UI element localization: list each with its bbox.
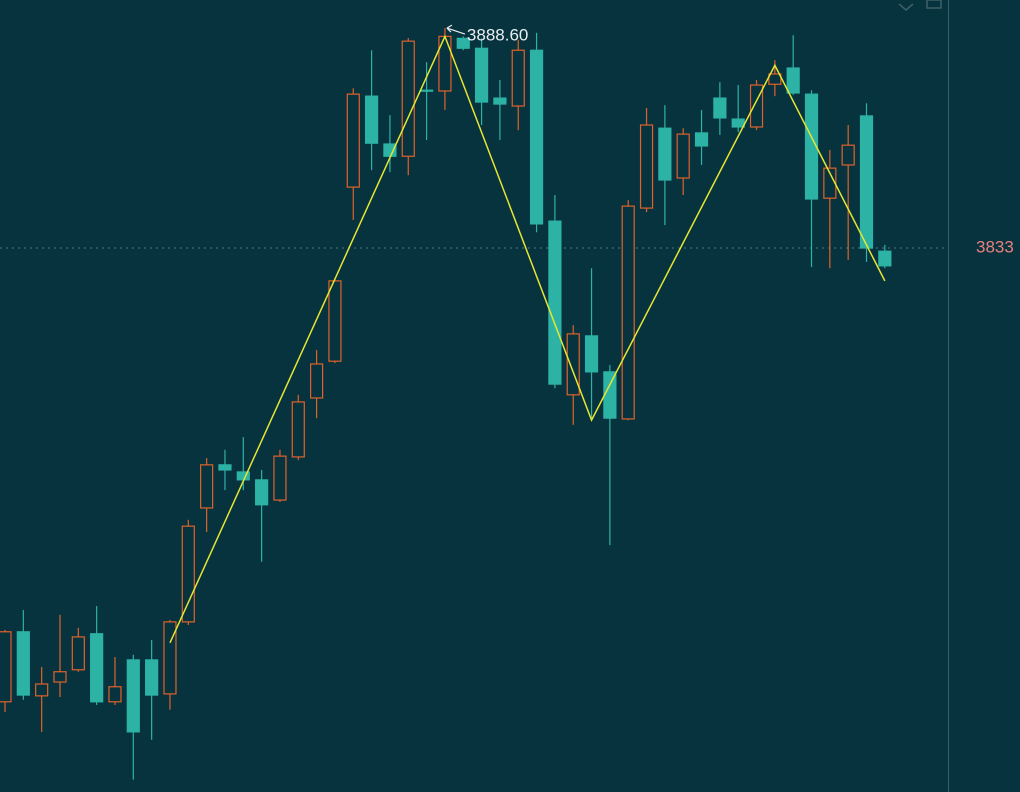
candle-body	[200, 464, 214, 509]
candle-body	[346, 93, 360, 188]
candle-body	[548, 220, 562, 385]
candle-body	[584, 335, 599, 373]
candle-body	[713, 97, 727, 119]
candle-body	[126, 659, 140, 733]
candle-body	[676, 133, 690, 179]
toolbar-icon[interactable]	[898, 3, 914, 11]
candle-body	[474, 47, 489, 103]
candle-body	[731, 118, 745, 128]
candle-body	[639, 124, 654, 209]
candle-body	[181, 525, 195, 623]
candle-body	[603, 371, 617, 419]
candle-body	[694, 132, 709, 147]
candle-body	[804, 93, 819, 200]
candle-body	[273, 455, 287, 501]
candle-body	[658, 127, 672, 181]
candle-body	[145, 659, 159, 696]
candle-body	[218, 464, 232, 471]
candle-body	[566, 333, 580, 396]
candle-body	[859, 115, 874, 249]
candle-body	[365, 95, 379, 144]
candle-body	[108, 686, 122, 703]
candle-body	[255, 479, 269, 506]
candle-body	[35, 683, 49, 697]
candle-body	[291, 401, 305, 458]
candle-body	[71, 636, 85, 671]
candle-body	[456, 37, 470, 49]
trend-line	[169, 34, 886, 644]
high-label: 3888.60	[467, 26, 528, 45]
price-label: 3833	[976, 238, 1014, 257]
candle-body	[328, 280, 342, 362]
candle-body	[419, 89, 434, 92]
candle-body	[163, 621, 177, 695]
candle-body	[878, 250, 892, 267]
candle-body	[493, 97, 507, 105]
candle-body	[786, 67, 800, 94]
candle-body	[841, 144, 855, 166]
candle-body	[621, 205, 635, 420]
candle-body	[16, 631, 30, 696]
candle-body	[529, 49, 544, 225]
candle-body	[53, 671, 67, 683]
candle-body	[823, 167, 837, 199]
candle-body	[90, 633, 104, 703]
candle-body	[0, 631, 12, 703]
candle-body	[310, 363, 324, 399]
toolbar-icon[interactable]	[926, 0, 942, 9]
candle-body	[768, 73, 782, 85]
candle-body	[401, 40, 415, 157]
high-arrow	[446, 24, 466, 35]
candle-body	[511, 49, 525, 107]
